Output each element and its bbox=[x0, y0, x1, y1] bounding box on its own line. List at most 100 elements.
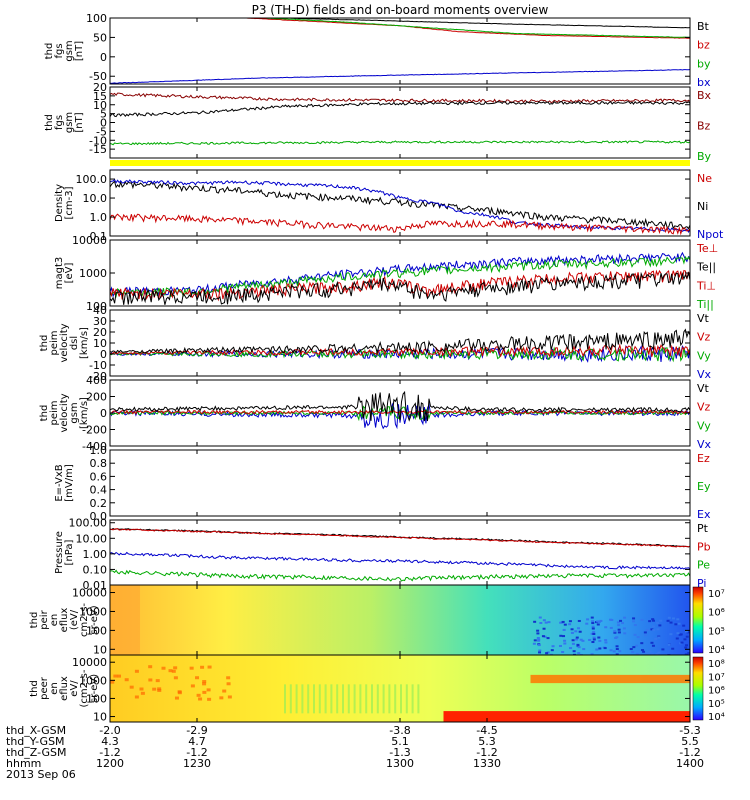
y-axis-label: [nT] bbox=[74, 41, 85, 61]
heatmap-cell bbox=[568, 620, 572, 623]
colorbar-tick-label: 10⁷ bbox=[708, 672, 725, 683]
x-axis-tick-value: -3.8 bbox=[389, 724, 410, 737]
y-axis-label: velocity bbox=[59, 393, 70, 432]
heatmap-cell bbox=[539, 621, 543, 624]
heatmap-cell bbox=[562, 635, 566, 638]
series-velocity-Vt bbox=[110, 328, 690, 355]
y-tick-label: 1.0 bbox=[90, 211, 108, 224]
y-axis-label: Density bbox=[54, 184, 65, 222]
colorbar-tick-label: 10⁵ bbox=[708, 626, 725, 637]
heatmap-cell bbox=[669, 621, 673, 624]
y-tick-label: 100 bbox=[86, 624, 107, 637]
series-velocity_gsm-Vz bbox=[110, 409, 690, 415]
heatmap-cell bbox=[577, 646, 581, 649]
heatmap-cell bbox=[648, 650, 652, 653]
heatmap-cell bbox=[544, 621, 548, 624]
heatmap-cell bbox=[613, 631, 617, 634]
colorbar-tick-label: 10⁴ bbox=[708, 645, 725, 656]
legend-label: Vx bbox=[697, 368, 712, 381]
heatmap-cell bbox=[641, 649, 645, 652]
heatmap-cell bbox=[371, 684, 373, 714]
heatmap-cells bbox=[110, 665, 690, 722]
heatmap-cell bbox=[684, 646, 688, 649]
x-axis-tick-value: 1400 bbox=[676, 757, 704, 770]
y-axis-label: [km/s] bbox=[79, 397, 90, 429]
heatmap-cell bbox=[599, 619, 603, 622]
heatmap-cell bbox=[417, 684, 420, 714]
heatmap-cell bbox=[289, 684, 292, 714]
heatmap-cell bbox=[148, 665, 153, 669]
x-axis-tick-value: 1300 bbox=[386, 757, 414, 770]
x-axis-row-label: thd_Y-GSM bbox=[6, 735, 65, 748]
heatmap-cell bbox=[148, 678, 153, 682]
heatmap-hot-band bbox=[110, 585, 140, 655]
y-axis-label: eflux bbox=[59, 676, 70, 701]
heatmap-cell bbox=[572, 650, 576, 653]
x-axis-row-label: hhmm bbox=[6, 757, 41, 770]
colorbar bbox=[692, 586, 704, 654]
heatmap-cell bbox=[632, 646, 636, 649]
heatmap-cell bbox=[113, 674, 118, 678]
heatmap-cell bbox=[537, 639, 541, 642]
heatmap-cell bbox=[657, 651, 661, 654]
y-axis-label: peim bbox=[49, 330, 60, 355]
heatmap-cell bbox=[313, 684, 315, 714]
heatmap-cell bbox=[623, 616, 627, 619]
y-axis-label: thd bbox=[44, 114, 55, 131]
heatmap-cell bbox=[353, 684, 356, 714]
heatmap-cell bbox=[678, 633, 682, 636]
heatmap-cell bbox=[549, 653, 553, 655]
heatmap-cell bbox=[347, 684, 350, 714]
heatmap-cell bbox=[604, 641, 608, 644]
heatmap-cell bbox=[543, 635, 547, 638]
heatmap-cell bbox=[621, 622, 625, 625]
heatmap-cell bbox=[684, 653, 688, 655]
heatmap-cell bbox=[652, 629, 656, 632]
y-tick-label: 400 bbox=[86, 374, 107, 387]
heatmap-cell bbox=[586, 618, 590, 621]
y-axis-label: [eV] bbox=[64, 263, 75, 284]
heatmap-cell bbox=[640, 618, 644, 621]
heatmap-cell bbox=[591, 625, 595, 628]
colorbar-tick-label: 10⁵ bbox=[708, 699, 725, 710]
y-tick-label: 100 bbox=[86, 12, 107, 25]
heatmap-cell bbox=[365, 684, 368, 714]
heatmap-cell bbox=[202, 680, 207, 684]
y-tick-label: 1.00 bbox=[83, 548, 108, 561]
heatmap-cell bbox=[342, 684, 344, 714]
heatmap-cell bbox=[388, 684, 391, 714]
heatmap-cell bbox=[571, 639, 575, 642]
heatmap-cell bbox=[559, 634, 563, 637]
heatmap-cell bbox=[623, 632, 627, 635]
heatmap-cell bbox=[207, 697, 212, 701]
panel-fgs: Bt bz by bx 100 50 0 -50 thd fgs gsm [nT] bbox=[44, 12, 711, 89]
x-axis-row-label: thd_Z-GSM bbox=[6, 746, 66, 759]
y-axis-label: eflux bbox=[59, 608, 70, 633]
panel-frame bbox=[109, 86, 691, 159]
heatmap-cell bbox=[604, 639, 608, 642]
heatmap-cell bbox=[633, 624, 637, 627]
heatmap-cell bbox=[405, 684, 408, 714]
heatmap-cell bbox=[190, 684, 195, 688]
y-axis-label: en bbox=[49, 682, 60, 695]
colorbar bbox=[692, 656, 704, 721]
heatmap-cell bbox=[359, 684, 362, 714]
legend-label: Pi bbox=[697, 577, 706, 590]
y-tick-label: 0.1 bbox=[90, 230, 108, 243]
x-axis-tick-value: -4.5 bbox=[476, 724, 497, 737]
heatmap-cell bbox=[189, 666, 194, 670]
heatmap-cell bbox=[667, 643, 671, 646]
y-axis-label: thd bbox=[29, 680, 40, 697]
heatmap-cell bbox=[590, 653, 594, 655]
heatmap-cell bbox=[537, 644, 541, 647]
heatmap-cell bbox=[134, 695, 139, 699]
heatmap-cell bbox=[330, 684, 333, 714]
heatmap-cell bbox=[227, 695, 232, 699]
heatmap-cell bbox=[612, 650, 616, 653]
heatmap-cell bbox=[581, 639, 585, 642]
y-axis-label: cm2-s- bbox=[79, 603, 90, 637]
y-tick-label: 10.0 bbox=[83, 192, 108, 205]
heatmap-cell bbox=[129, 685, 134, 689]
heatmap-cell bbox=[545, 652, 549, 655]
x-axis-tick-value: 1230 bbox=[183, 757, 211, 770]
